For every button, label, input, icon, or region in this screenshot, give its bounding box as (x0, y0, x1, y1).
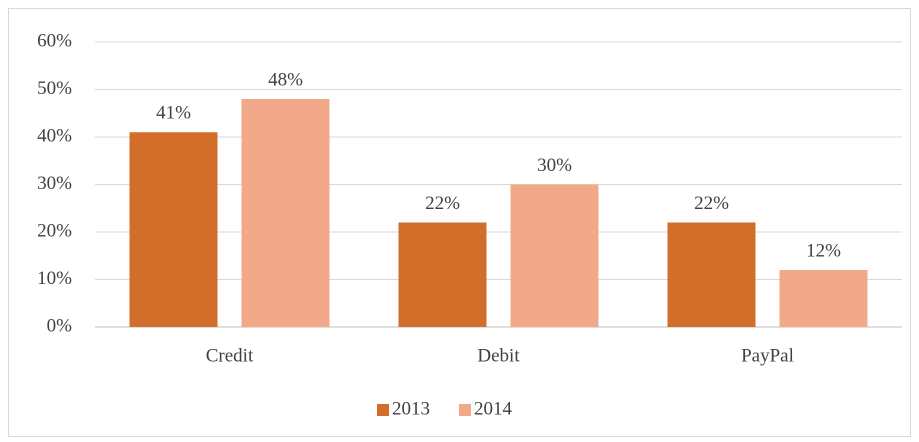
bar (129, 132, 218, 327)
bar (667, 222, 756, 327)
data-label: 22% (425, 193, 460, 214)
data-label: 48% (268, 69, 303, 90)
legend-swatch (459, 404, 471, 416)
y-tick-label: 10% (37, 268, 72, 289)
bar (510, 184, 599, 327)
x-tick-label: PayPal (741, 345, 794, 366)
y-tick-label: 50% (37, 78, 72, 99)
data-label: 22% (694, 193, 729, 214)
legend-label: 2014 (474, 398, 513, 419)
bar (241, 99, 330, 327)
y-tick-label: 30% (37, 173, 72, 194)
y-tick-label: 40% (37, 125, 72, 146)
data-label: 30% (537, 155, 572, 176)
bar (779, 270, 868, 327)
y-tick-label: 0% (47, 315, 73, 336)
legend-swatch (377, 404, 389, 416)
x-tick-label: Debit (477, 345, 520, 366)
data-label: 12% (806, 240, 841, 261)
x-tick-label: Credit (206, 345, 254, 366)
legend-label: 2013 (392, 398, 430, 419)
data-label: 41% (156, 103, 191, 124)
bar (398, 222, 487, 327)
y-tick-label: 20% (37, 220, 72, 241)
y-tick-label: 60% (37, 30, 72, 51)
